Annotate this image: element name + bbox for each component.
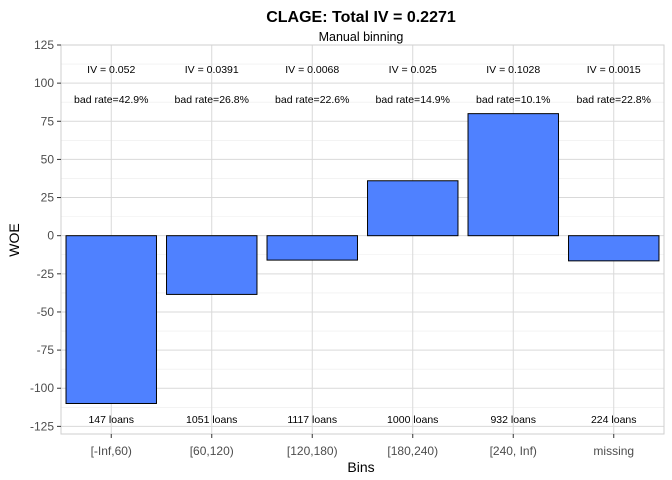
chart-title: CLAGE: Total IV = 0.2271 xyxy=(266,9,456,26)
y-tick-label: 125 xyxy=(34,38,54,52)
x-tick-label: missing xyxy=(593,444,634,458)
bad-rate-label: bad rate=14.9% xyxy=(376,94,450,106)
y-tick-label: 0 xyxy=(47,229,54,243)
count-label: 224 loans xyxy=(591,414,637,426)
y-tick-label: -25 xyxy=(37,267,55,281)
iv-label: IV = 0.052 xyxy=(87,64,135,76)
y-tick-label: -75 xyxy=(37,343,55,357)
plot-panel-border xyxy=(60,44,665,435)
bar-0 xyxy=(65,235,157,404)
y-tick-label: 75 xyxy=(41,114,55,128)
iv-label: IV = 0.025 xyxy=(389,64,437,76)
bad-rate-label: bad rate=42.9% xyxy=(74,94,148,106)
count-label: 1000 loans xyxy=(387,414,438,426)
count-label: 147 loans xyxy=(88,414,134,426)
bar-3 xyxy=(367,180,459,237)
bad-rate-label: bad rate=22.8% xyxy=(577,94,651,106)
y-tick-label: 25 xyxy=(41,191,55,205)
bar-5 xyxy=(568,235,660,262)
bar-1 xyxy=(166,235,258,295)
y-tick-label: 50 xyxy=(41,152,55,166)
y-axis-title: WOE xyxy=(6,223,22,256)
x-axis-title: Bins xyxy=(347,459,374,475)
iv-label: IV = 0.0068 xyxy=(285,64,339,76)
count-label: 932 loans xyxy=(490,414,536,426)
plot-area: IV = 0.052 bad rate=42.9% 147 loans IV = 0.… xyxy=(30,38,665,458)
x-tick-label: [-Inf,60) xyxy=(91,444,132,458)
bad-rate-label: bad rate=10.1% xyxy=(476,94,550,106)
bar-2 xyxy=(266,235,358,261)
count-label: 1051 loans xyxy=(186,414,237,426)
iv-label: IV = 0.0015 xyxy=(587,64,641,76)
x-tick-label: [180,240) xyxy=(387,444,438,458)
bad-rate-label: bad rate=22.6% xyxy=(275,94,349,106)
y-tick-label: -100 xyxy=(30,381,54,395)
x-tick-label: [120,180) xyxy=(287,444,338,458)
iv-label: IV = 0.0391 xyxy=(185,64,239,76)
chart-subtitle: Manual binning xyxy=(319,30,404,44)
x-tick-label: [60,120) xyxy=(190,444,234,458)
count-label: 1117 loans xyxy=(287,414,337,426)
bar-4 xyxy=(467,113,559,237)
iv-label: IV = 0.1028 xyxy=(486,64,540,76)
bad-rate-label: bad rate=26.8% xyxy=(175,94,249,106)
y-tick-label: 100 xyxy=(34,76,54,90)
y-tick-label: -125 xyxy=(30,419,54,433)
x-tick-label: [240, Inf) xyxy=(490,444,537,458)
y-tick-label: -50 xyxy=(37,305,55,319)
